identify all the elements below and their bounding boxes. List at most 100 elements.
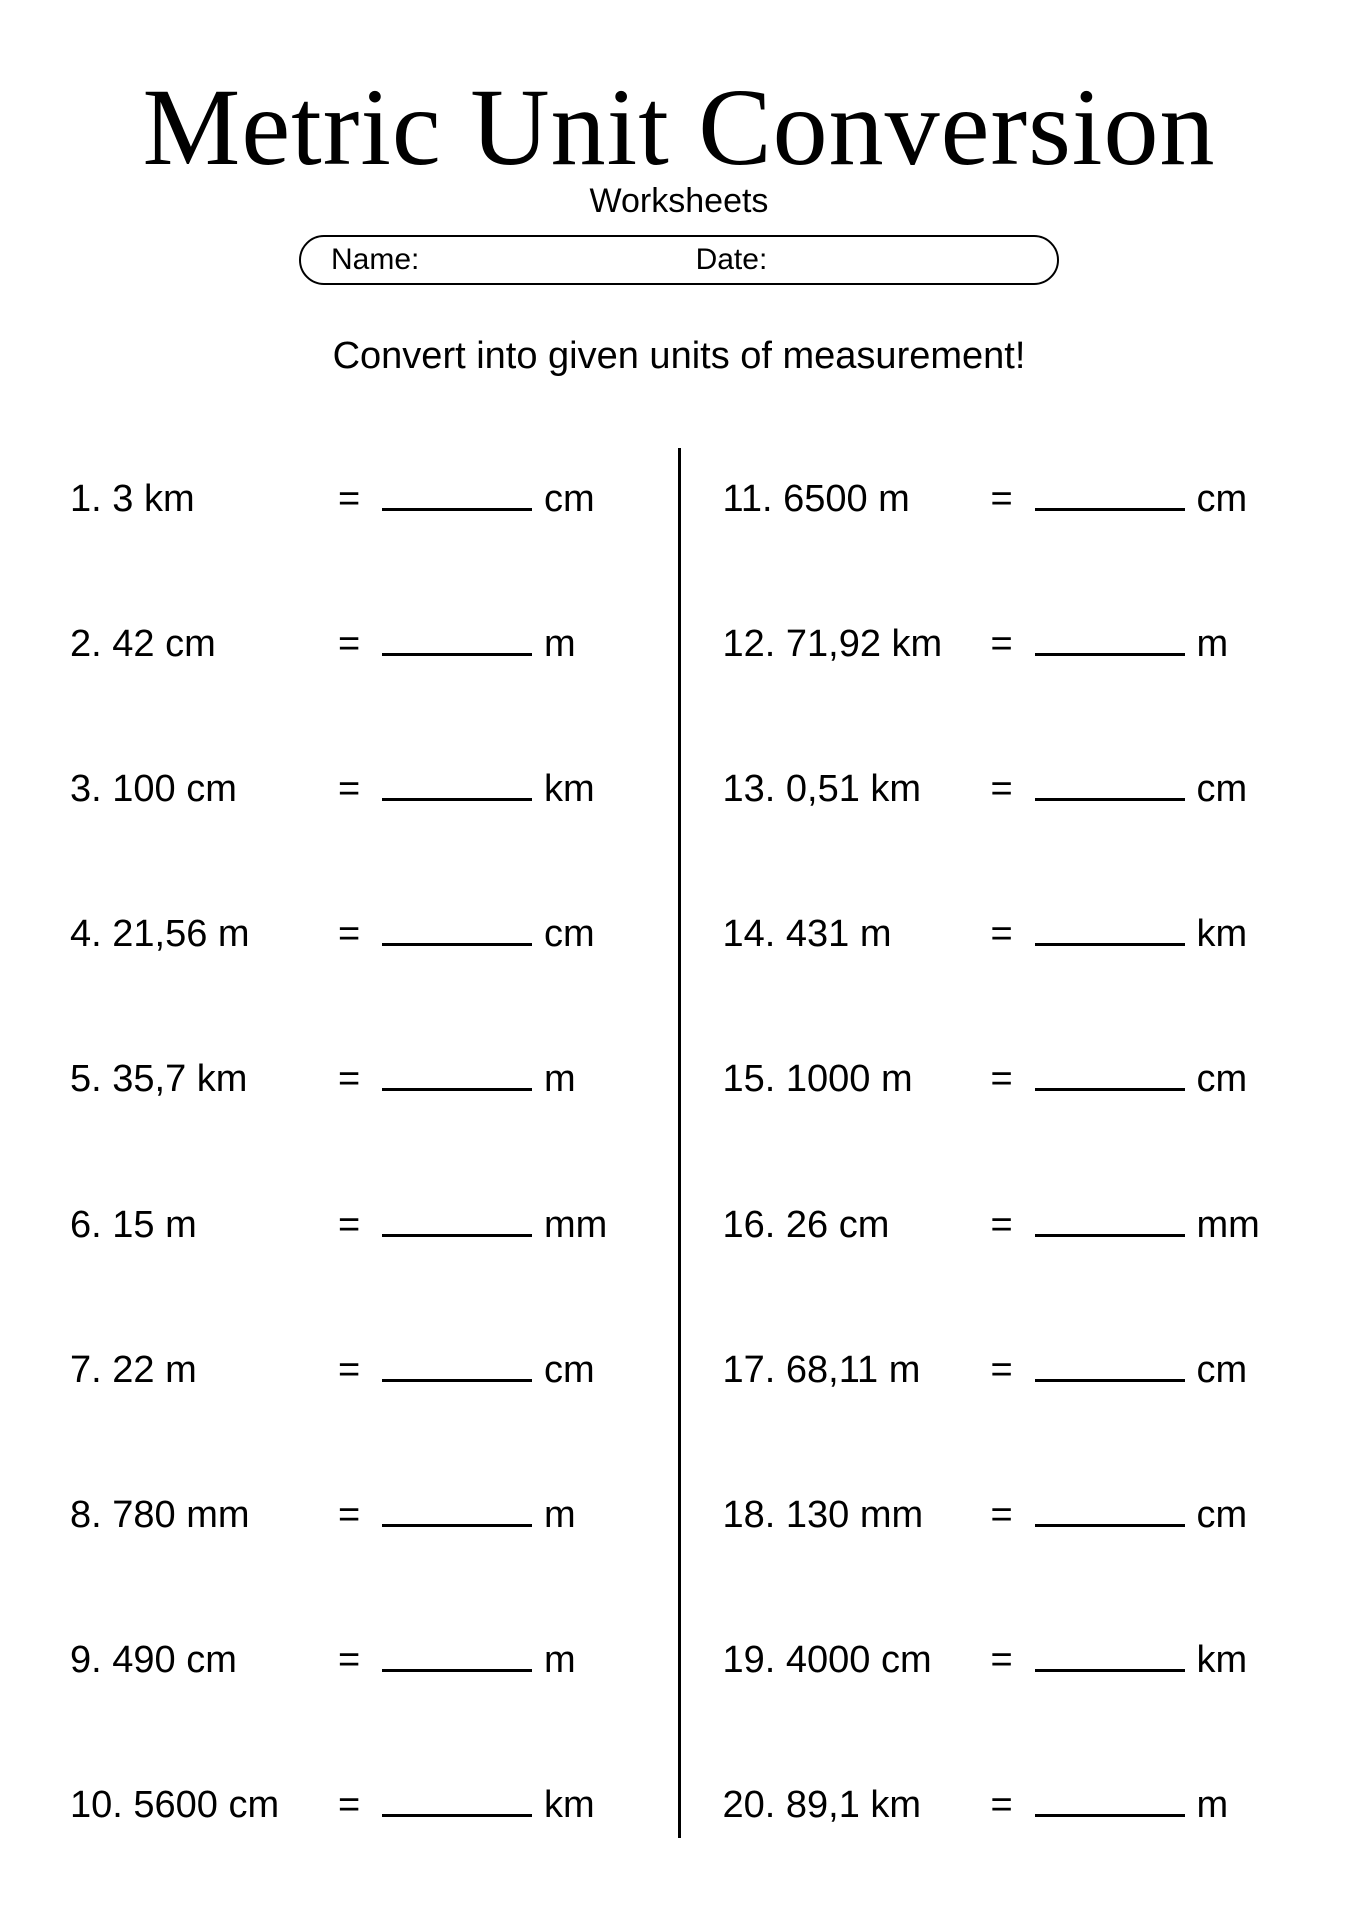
name-label: Name: bbox=[331, 243, 696, 277]
question-row: 4. 21,56 m= cm bbox=[70, 913, 636, 956]
target-unit: mm bbox=[1197, 1204, 1260, 1247]
target-unit: cm bbox=[1197, 768, 1248, 811]
target-unit: cm bbox=[1197, 1058, 1248, 1101]
question-row: 9. 490 cm=m bbox=[70, 1639, 636, 1682]
equals-sign: = bbox=[991, 768, 1031, 811]
answer-blank[interactable] bbox=[382, 772, 532, 801]
answer-blank[interactable] bbox=[382, 482, 532, 511]
target-unit: m bbox=[1197, 623, 1229, 666]
equals-sign: = bbox=[991, 1349, 1031, 1392]
equals-sign: = bbox=[991, 478, 1031, 521]
target-unit: cm bbox=[1197, 1494, 1248, 1537]
answer-blank[interactable] bbox=[1035, 1499, 1185, 1528]
question-from: 14. 431 m bbox=[723, 913, 991, 956]
question-from: 2. 42 cm bbox=[70, 623, 338, 666]
question-from: 8. 780 mm bbox=[70, 1494, 338, 1537]
equals-sign: = bbox=[991, 913, 1031, 956]
question-from: 19. 4000 cm bbox=[723, 1639, 991, 1682]
target-unit: cm bbox=[1197, 478, 1248, 521]
question-from: 6. 15 m bbox=[70, 1204, 338, 1247]
answer-blank[interactable] bbox=[1035, 1353, 1185, 1382]
target-unit: km bbox=[544, 1784, 595, 1827]
equals-sign: = bbox=[338, 478, 378, 521]
target-unit: m bbox=[544, 623, 576, 666]
answer-blank[interactable] bbox=[1035, 1789, 1185, 1818]
answer-blank[interactable] bbox=[382, 1208, 532, 1237]
equals-sign: = bbox=[338, 768, 378, 811]
target-unit: km bbox=[1197, 1639, 1248, 1682]
question-from: 4. 21,56 m bbox=[70, 913, 338, 956]
answer-blank[interactable] bbox=[1035, 482, 1185, 511]
target-unit: m bbox=[544, 1058, 576, 1101]
equals-sign: = bbox=[338, 1349, 378, 1392]
question-from: 16. 26 cm bbox=[723, 1204, 991, 1247]
question-row: 12. 71,92 km= m bbox=[723, 623, 1289, 666]
name-date-container: Name: Date: bbox=[70, 235, 1288, 285]
question-from: 11. 6500 m bbox=[723, 478, 991, 521]
question-row: 13. 0,51 km= cm bbox=[723, 768, 1289, 811]
equals-sign: = bbox=[338, 1494, 378, 1537]
target-unit: cm bbox=[1197, 1349, 1248, 1392]
target-unit: cm bbox=[544, 913, 595, 956]
answer-blank[interactable] bbox=[382, 1499, 532, 1528]
answer-blank[interactable] bbox=[1035, 1208, 1185, 1237]
target-unit: mm bbox=[544, 1204, 607, 1247]
target-unit: m bbox=[544, 1639, 576, 1682]
answer-blank[interactable] bbox=[1035, 1063, 1185, 1092]
target-unit: m bbox=[1197, 1784, 1229, 1827]
target-unit: cm bbox=[544, 1349, 595, 1392]
answer-blank[interactable] bbox=[1035, 627, 1185, 656]
target-unit: cm bbox=[544, 478, 595, 521]
question-row: 14. 431 m= km bbox=[723, 913, 1289, 956]
answer-blank[interactable] bbox=[1035, 918, 1185, 947]
equals-sign: = bbox=[338, 1058, 378, 1101]
left-column: 1. 3 km=cm2. 42 cm=m3. 100 cm=km4. 21,56… bbox=[70, 448, 678, 1838]
question-from: 10. 5600 cm bbox=[70, 1784, 338, 1827]
equals-sign: = bbox=[338, 913, 378, 956]
question-row: 19. 4000 cm= km bbox=[723, 1639, 1289, 1682]
question-row: 3. 100 cm=km bbox=[70, 768, 636, 811]
question-row: 10. 5600 cm= km bbox=[70, 1784, 636, 1827]
page-title: Metric Unit Conversion bbox=[70, 70, 1288, 186]
question-from: 13. 0,51 km bbox=[723, 768, 991, 811]
question-row: 7. 22 m= cm bbox=[70, 1349, 636, 1392]
question-from: 18. 130 mm bbox=[723, 1494, 991, 1537]
questions-container: 1. 3 km=cm2. 42 cm=m3. 100 cm=km4. 21,56… bbox=[70, 448, 1288, 1838]
question-row: 5. 35,7 km= m bbox=[70, 1058, 636, 1101]
question-from: 15. 1000 m bbox=[723, 1058, 991, 1101]
equals-sign: = bbox=[991, 623, 1031, 666]
date-label: Date: bbox=[696, 243, 1027, 277]
target-unit: km bbox=[1197, 913, 1248, 956]
question-row: 16. 26 cm= mm bbox=[723, 1204, 1289, 1247]
question-from: 17. 68,11 m bbox=[723, 1349, 991, 1392]
question-from: 20. 89,1 km bbox=[723, 1784, 991, 1827]
question-from: 5. 35,7 km bbox=[70, 1058, 338, 1101]
answer-blank[interactable] bbox=[382, 1063, 532, 1092]
answer-blank[interactable] bbox=[1035, 1644, 1185, 1673]
equals-sign: = bbox=[338, 1204, 378, 1247]
question-row: 18. 130 mm= cm bbox=[723, 1494, 1289, 1537]
answer-blank[interactable] bbox=[382, 918, 532, 947]
question-from: 9. 490 cm bbox=[70, 1639, 338, 1682]
question-row: 8. 780 mm=m bbox=[70, 1494, 636, 1537]
question-row: 6. 15 m= mm bbox=[70, 1204, 636, 1247]
question-row: 15. 1000 m= cm bbox=[723, 1058, 1289, 1101]
equals-sign: = bbox=[991, 1639, 1031, 1682]
answer-blank[interactable] bbox=[1035, 772, 1185, 801]
name-date-pill: Name: Date: bbox=[299, 235, 1059, 285]
equals-sign: = bbox=[991, 1204, 1031, 1247]
equals-sign: = bbox=[991, 1784, 1031, 1827]
question-from: 12. 71,92 km bbox=[723, 623, 991, 666]
equals-sign: = bbox=[991, 1494, 1031, 1537]
question-from: 7. 22 m bbox=[70, 1349, 338, 1392]
answer-blank[interactable] bbox=[382, 1644, 532, 1673]
equals-sign: = bbox=[338, 623, 378, 666]
question-row: 1. 3 km=cm bbox=[70, 478, 636, 521]
answer-blank[interactable] bbox=[382, 1789, 532, 1818]
question-row: 20. 89,1 km= m bbox=[723, 1784, 1289, 1827]
right-column: 11. 6500 m=cm12. 71,92 km=m13. 0,51 km=c… bbox=[681, 448, 1289, 1838]
equals-sign: = bbox=[991, 1058, 1031, 1101]
equals-sign: = bbox=[338, 1784, 378, 1827]
answer-blank[interactable] bbox=[382, 1353, 532, 1382]
answer-blank[interactable] bbox=[382, 627, 532, 656]
